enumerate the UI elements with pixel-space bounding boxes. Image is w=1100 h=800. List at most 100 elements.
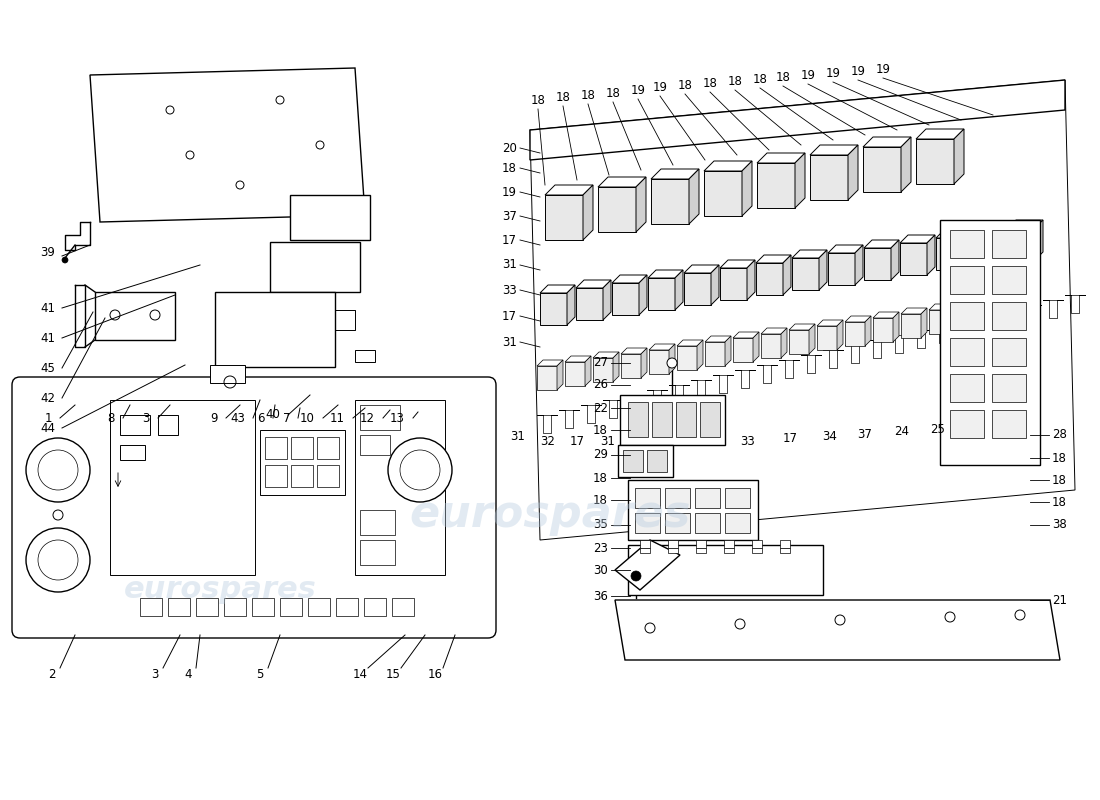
Bar [252, 598, 274, 616]
Polygon shape [711, 265, 719, 305]
Text: 18: 18 [727, 75, 742, 88]
Bar [992, 374, 1026, 402]
Text: 19: 19 [502, 186, 517, 198]
Polygon shape [565, 356, 591, 362]
Bar [992, 410, 1026, 438]
Bar [950, 338, 984, 366]
Text: 18: 18 [1052, 495, 1067, 509]
Bar [120, 415, 150, 435]
Text: 19: 19 [876, 63, 891, 76]
Text: 10: 10 [300, 411, 315, 425]
Bar [992, 266, 1026, 294]
Bar [355, 350, 375, 362]
Polygon shape [675, 270, 683, 310]
Bar [364, 598, 386, 616]
Polygon shape [649, 344, 675, 350]
Bar [317, 465, 339, 487]
Bar [950, 266, 984, 294]
Bar [666, 513, 690, 533]
Bar [652, 402, 672, 437]
Text: 18: 18 [678, 79, 692, 92]
Polygon shape [984, 296, 1011, 302]
Polygon shape [530, 80, 1075, 540]
Text: 40: 40 [265, 409, 280, 422]
Text: 25: 25 [931, 423, 945, 436]
Bar [940, 220, 1040, 465]
Text: 18: 18 [776, 71, 791, 84]
Circle shape [388, 438, 452, 502]
Bar [752, 540, 762, 548]
Text: 41: 41 [40, 302, 55, 314]
Text: 9: 9 [210, 411, 218, 425]
Text: 3: 3 [152, 668, 158, 681]
Polygon shape [90, 68, 365, 222]
Text: eurospares: eurospares [409, 494, 691, 537]
Bar [120, 445, 145, 460]
Bar [950, 374, 984, 402]
Polygon shape [901, 308, 927, 314]
Text: 18: 18 [530, 94, 546, 107]
Polygon shape [845, 322, 865, 346]
Text: 3: 3 [143, 411, 150, 425]
Polygon shape [684, 265, 719, 273]
Polygon shape [704, 161, 752, 171]
Bar [724, 540, 734, 548]
Polygon shape [612, 283, 639, 315]
Polygon shape [613, 352, 619, 382]
Polygon shape [783, 255, 791, 295]
Polygon shape [900, 243, 927, 275]
Text: 23: 23 [593, 542, 608, 554]
Polygon shape [808, 324, 815, 354]
Bar [110, 400, 255, 575]
Polygon shape [916, 139, 954, 184]
Polygon shape [576, 280, 610, 288]
Text: 18: 18 [502, 162, 517, 174]
Text: 19: 19 [652, 81, 668, 94]
Text: 11: 11 [330, 411, 345, 425]
Polygon shape [733, 338, 754, 362]
Polygon shape [95, 292, 175, 340]
Polygon shape [648, 278, 675, 310]
Polygon shape [810, 145, 858, 155]
Polygon shape [864, 137, 911, 147]
Polygon shape [789, 324, 815, 330]
Text: 31: 31 [601, 435, 615, 448]
Bar [308, 598, 330, 616]
Polygon shape [540, 285, 575, 293]
Text: 1: 1 [44, 411, 52, 425]
Bar [360, 510, 395, 535]
Polygon shape [810, 155, 848, 200]
Polygon shape [530, 80, 1065, 160]
Bar [640, 548, 650, 553]
Text: 43: 43 [230, 411, 245, 425]
Bar [725, 488, 750, 508]
Polygon shape [612, 275, 647, 283]
Bar [724, 548, 734, 553]
Polygon shape [999, 225, 1007, 265]
Text: 8: 8 [108, 411, 115, 425]
Text: 37: 37 [858, 428, 872, 441]
Text: eurospares: eurospares [123, 575, 317, 605]
Polygon shape [921, 308, 927, 338]
Text: 28: 28 [1052, 429, 1067, 442]
Polygon shape [544, 195, 583, 240]
Bar [992, 302, 1026, 330]
Text: 41: 41 [40, 331, 55, 345]
Text: 44: 44 [40, 422, 55, 434]
Polygon shape [954, 129, 964, 184]
Polygon shape [636, 177, 646, 232]
Polygon shape [873, 312, 899, 318]
Text: 36: 36 [593, 590, 608, 602]
Polygon shape [848, 145, 858, 200]
Text: 6: 6 [257, 411, 265, 425]
Text: 21: 21 [1052, 594, 1067, 606]
Polygon shape [828, 253, 855, 285]
Circle shape [631, 571, 641, 581]
Bar [668, 540, 678, 548]
Text: 18: 18 [1052, 474, 1067, 486]
Polygon shape [1035, 220, 1043, 260]
Polygon shape [916, 129, 964, 139]
Polygon shape [576, 288, 603, 320]
Text: 18: 18 [556, 91, 571, 104]
Text: 18: 18 [581, 89, 595, 102]
